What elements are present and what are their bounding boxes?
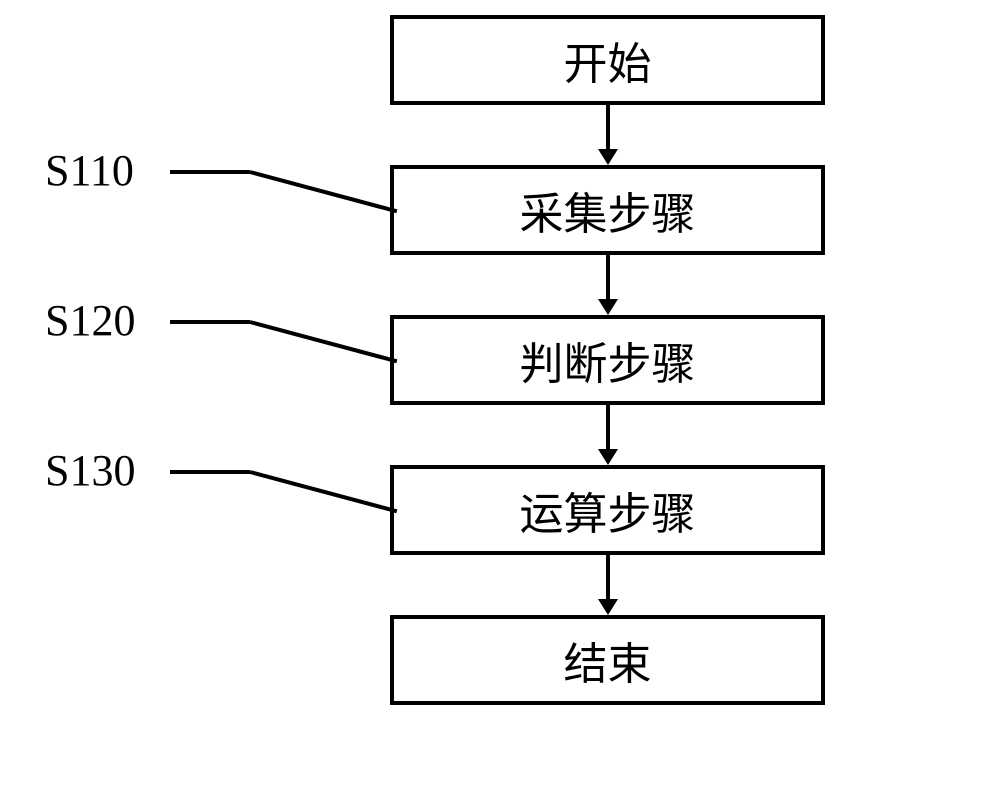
callout-line-diag-s130 bbox=[249, 470, 397, 513]
edge-line-3 bbox=[606, 555, 610, 599]
callout-line-h-s120 bbox=[170, 320, 250, 324]
edge-arrow-0 bbox=[598, 149, 618, 165]
node-label-compute: 运算步骤 bbox=[520, 478, 696, 542]
node-label-end: 结束 bbox=[564, 628, 652, 692]
node-label-collect: 采集步骤 bbox=[520, 178, 696, 242]
node-collect: 采集步骤 bbox=[390, 165, 825, 255]
edge-line-2 bbox=[606, 405, 610, 449]
edge-arrow-2 bbox=[598, 449, 618, 465]
node-judge: 判断步骤 bbox=[390, 315, 825, 405]
flowchart-container: 开始采集步骤判断步骤运算步骤结束 S110 S120 S130 bbox=[0, 0, 1000, 795]
callout-line-diag-s110 bbox=[249, 170, 397, 213]
edge-arrow-1 bbox=[598, 299, 618, 315]
node-compute: 运算步骤 bbox=[390, 465, 825, 555]
callout-label-s110: S110 bbox=[45, 145, 134, 196]
callout-line-h-s110 bbox=[170, 170, 250, 174]
edge-line-0 bbox=[606, 105, 610, 149]
callout-line-diag-s120 bbox=[249, 320, 397, 363]
callout-label-s130: S130 bbox=[45, 445, 135, 496]
edge-arrow-3 bbox=[598, 599, 618, 615]
node-label-judge: 判断步骤 bbox=[520, 328, 696, 392]
edge-line-1 bbox=[606, 255, 610, 299]
callout-line-h-s130 bbox=[170, 470, 250, 474]
node-start: 开始 bbox=[390, 15, 825, 105]
node-label-start: 开始 bbox=[564, 28, 652, 92]
node-end: 结束 bbox=[390, 615, 825, 705]
callout-label-s120: S120 bbox=[45, 295, 135, 346]
